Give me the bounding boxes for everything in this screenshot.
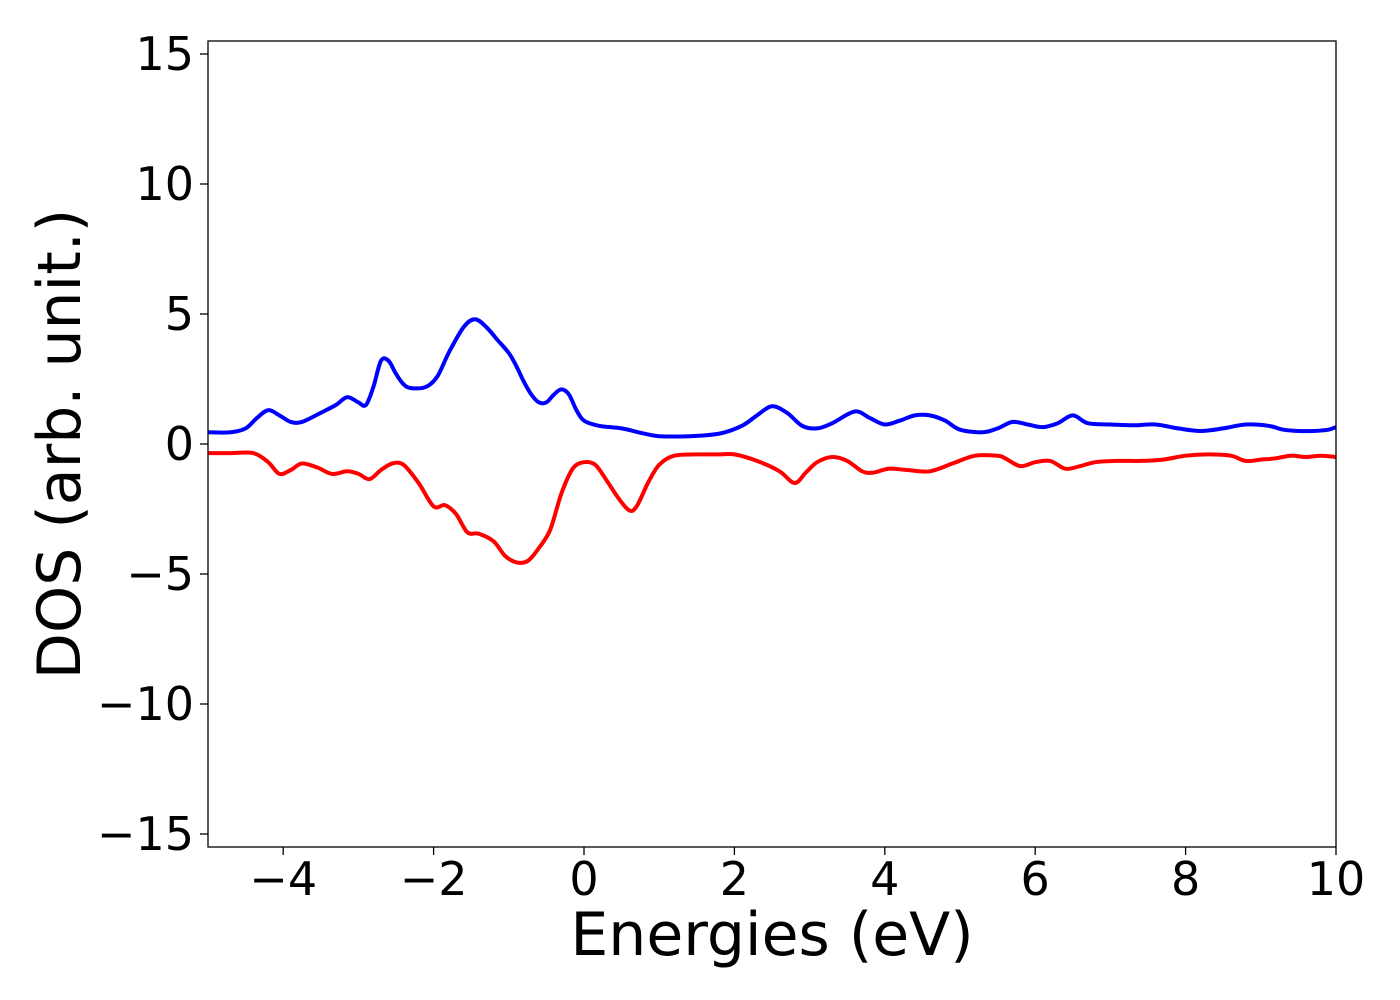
x-tick-label: 0 [569,852,598,906]
x-tick-label: 2 [720,852,749,906]
y-tick-label: 15 [135,27,194,81]
x-tick-label: 10 [1307,852,1366,906]
x-tick-label: −2 [400,852,468,906]
x-tick-label: 8 [1171,852,1200,906]
plot-frame [207,40,1337,848]
y-axis-ticks: −15 −10 −5 0 5 10 15 [97,27,208,861]
y-axis-label: DOS (arb. unit.) [25,209,95,679]
x-tick-label: −4 [249,852,317,906]
plot-lines [207,317,1337,565]
spin-up-dos-line [207,317,1337,439]
y-tick-label: 10 [135,157,194,211]
x-tick-label: 4 [870,852,899,906]
y-tick-label: −15 [97,807,194,861]
x-tick-label: 6 [1021,852,1050,906]
y-tick-label: 0 [165,417,194,471]
x-axis-ticks: −4 −2 0 2 4 6 8 10 [249,847,1365,906]
spin-down-dos-line [208,450,1337,565]
x-axis-label: Energies (eV) [570,900,973,970]
y-tick-label: −5 [126,547,194,601]
y-tick-label: 5 [165,287,194,341]
y-tick-label: −10 [97,677,194,731]
